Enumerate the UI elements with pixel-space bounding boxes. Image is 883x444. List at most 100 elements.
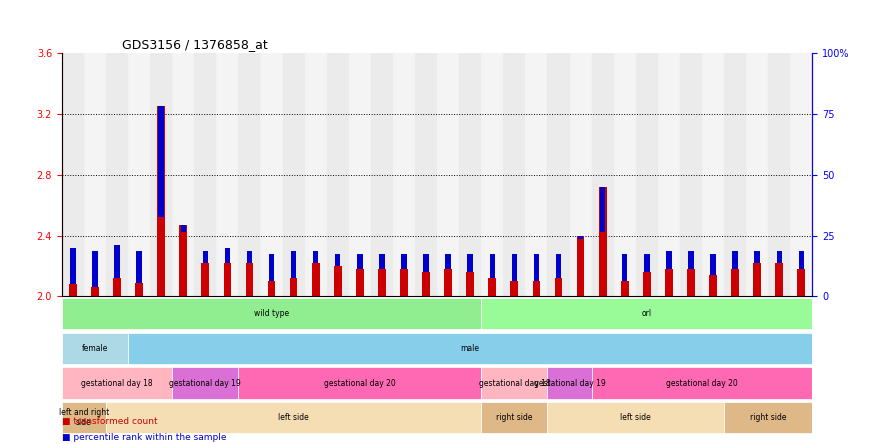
Bar (644, 254, 650, 272)
Bar (290, 278, 298, 296)
Bar (84, 53, 106, 296)
Bar (636, 53, 658, 296)
Bar (135, 282, 143, 296)
FancyBboxPatch shape (172, 368, 238, 399)
Text: male: male (461, 344, 479, 353)
Bar (158, 107, 164, 217)
Text: left and right
side: left and right side (59, 408, 109, 428)
Bar (577, 235, 585, 296)
Bar (459, 53, 481, 296)
Bar (444, 269, 452, 296)
Bar (106, 53, 128, 296)
Text: left side: left side (278, 413, 309, 422)
Bar (614, 53, 636, 296)
FancyBboxPatch shape (481, 368, 547, 399)
Bar (467, 254, 473, 272)
Bar (92, 251, 98, 287)
Bar (179, 225, 187, 296)
Bar (202, 251, 208, 263)
Bar (91, 287, 99, 296)
Text: orl: orl (642, 309, 652, 318)
Bar (445, 254, 451, 269)
FancyBboxPatch shape (106, 402, 481, 433)
Bar (437, 53, 459, 296)
Bar (334, 266, 342, 296)
Bar (335, 254, 341, 266)
Bar (710, 254, 716, 275)
Bar (732, 251, 738, 269)
Bar (401, 254, 407, 269)
Bar (621, 281, 629, 296)
Bar (245, 263, 253, 296)
Bar (489, 254, 495, 278)
Bar (790, 53, 812, 296)
Bar (592, 53, 614, 296)
Bar (481, 53, 503, 296)
Bar (702, 53, 724, 296)
Bar (599, 187, 607, 296)
Bar (128, 53, 150, 296)
Bar (570, 53, 592, 296)
FancyBboxPatch shape (724, 402, 812, 433)
FancyBboxPatch shape (128, 333, 812, 364)
Text: gestational day 20: gestational day 20 (666, 379, 738, 388)
Bar (223, 263, 231, 296)
FancyBboxPatch shape (238, 368, 481, 399)
Bar (754, 251, 760, 263)
Bar (503, 53, 525, 296)
Bar (422, 272, 430, 296)
Bar (172, 53, 194, 296)
FancyBboxPatch shape (481, 298, 812, 329)
Bar (312, 263, 320, 296)
Bar (113, 278, 121, 296)
Text: ■ percentile rank within the sample: ■ percentile rank within the sample (62, 432, 226, 442)
Bar (466, 272, 474, 296)
Bar (525, 53, 547, 296)
Bar (775, 263, 783, 296)
Bar (555, 254, 562, 278)
Bar (643, 272, 651, 296)
Bar (371, 53, 393, 296)
Bar (69, 284, 77, 296)
Text: gestational day 18: gestational day 18 (81, 379, 153, 388)
Bar (709, 275, 717, 296)
Bar (313, 251, 319, 263)
Bar (379, 254, 385, 269)
Bar (62, 53, 84, 296)
Bar (658, 53, 680, 296)
Bar (511, 254, 517, 281)
Bar (533, 254, 540, 281)
Text: gestational day 19: gestational day 19 (170, 379, 241, 388)
Bar (400, 269, 408, 296)
Bar (150, 53, 172, 296)
Bar (776, 251, 782, 263)
Text: left side: left side (621, 413, 651, 422)
Bar (680, 53, 702, 296)
Bar (216, 53, 238, 296)
Bar (201, 263, 209, 296)
Bar (547, 53, 570, 296)
Bar (532, 281, 540, 296)
FancyBboxPatch shape (547, 368, 592, 399)
Bar (665, 269, 673, 296)
Bar (224, 248, 230, 263)
Bar (291, 251, 297, 278)
Bar (510, 281, 518, 296)
FancyBboxPatch shape (62, 298, 481, 329)
FancyBboxPatch shape (62, 368, 172, 399)
Bar (260, 53, 283, 296)
Bar (246, 251, 253, 263)
Bar (349, 53, 371, 296)
Bar (488, 278, 496, 296)
Bar (268, 281, 275, 296)
Text: right side: right side (750, 413, 787, 422)
Bar (283, 53, 305, 296)
Bar (194, 53, 216, 296)
Bar (268, 254, 275, 281)
Bar (746, 53, 768, 296)
Bar (555, 278, 562, 296)
Bar (666, 251, 672, 269)
Bar (70, 248, 76, 284)
FancyBboxPatch shape (62, 402, 106, 433)
Bar (768, 53, 790, 296)
